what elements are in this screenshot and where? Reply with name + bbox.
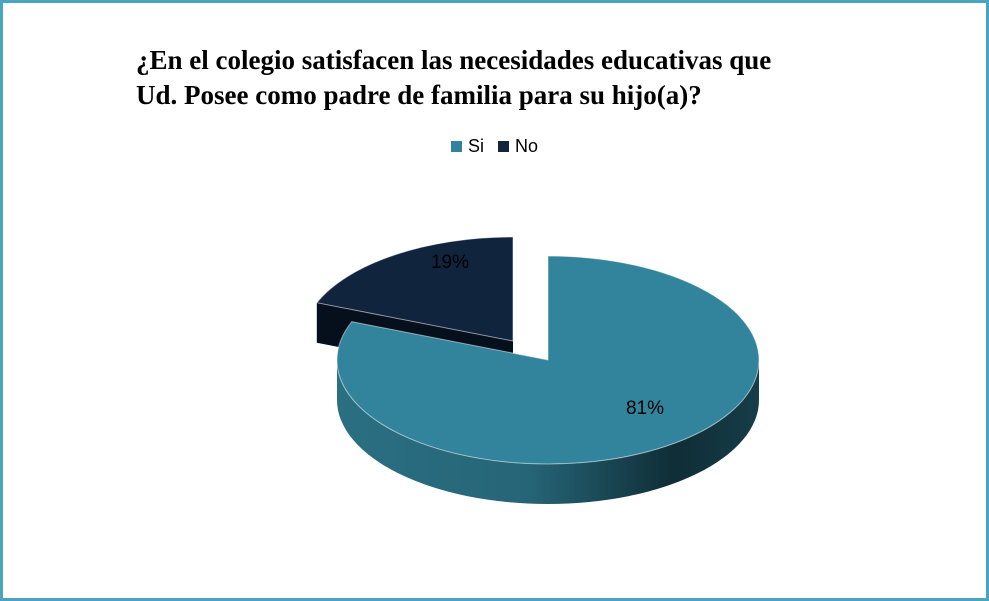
chart-title: ¿En el colegio satisfacen las necesidade…	[136, 43, 936, 113]
chart-title-line-2: Ud. Posee como padre de familia para su …	[136, 80, 702, 110]
pie-layer: 81% 19%	[315, 236, 760, 504]
pie-slice-no	[315, 236, 514, 342]
chart-title-line-1: ¿En el colegio satisfacen las necesidade…	[136, 45, 772, 75]
chart-legend: Si No	[3, 136, 986, 157]
legend-item-si: Si	[450, 136, 484, 157]
pie-slice-si	[336, 255, 760, 465]
legend-label-si: Si	[467, 136, 484, 156]
legend-label-no: No	[515, 136, 539, 156]
data-label-si: 81%	[626, 398, 664, 419]
legend-swatch-no	[498, 141, 509, 152]
data-label-no: 19%	[431, 252, 469, 273]
legend-swatch-si	[450, 141, 462, 152]
legend-item-no: No	[498, 136, 538, 157]
pie-side-si	[337, 360, 759, 504]
